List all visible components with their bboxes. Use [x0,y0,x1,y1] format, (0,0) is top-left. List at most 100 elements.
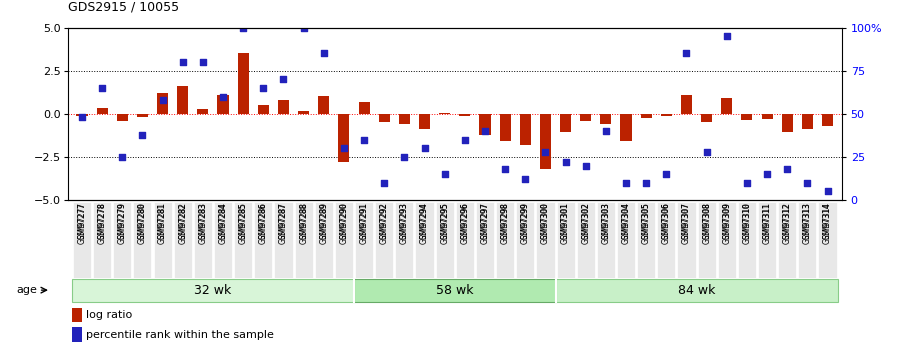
Text: GSM97301: GSM97301 [561,203,570,244]
FancyBboxPatch shape [315,201,333,278]
Bar [681,95,692,114]
FancyBboxPatch shape [738,201,756,278]
Point [558,159,573,165]
Text: GSM97290: GSM97290 [339,201,348,239]
Point [276,77,291,82]
Text: GSM97291: GSM97291 [359,203,368,244]
Point [538,149,553,155]
FancyBboxPatch shape [557,201,575,278]
Bar [197,109,208,114]
Point [619,180,634,186]
Text: GSM97307: GSM97307 [682,201,691,239]
FancyBboxPatch shape [254,201,272,278]
Text: GSM97310: GSM97310 [742,203,751,244]
Point [215,94,230,99]
Text: 84 wk: 84 wk [678,284,715,297]
FancyBboxPatch shape [576,201,595,278]
Point [498,166,512,172]
Bar [621,114,632,141]
FancyBboxPatch shape [395,201,414,278]
Point [800,180,814,186]
Bar [580,114,591,121]
Text: GSM97291: GSM97291 [359,201,368,239]
Text: GSM97297: GSM97297 [481,203,490,244]
Point [659,171,673,177]
Text: GSM97278: GSM97278 [98,201,107,239]
Text: GSM97290: GSM97290 [339,203,348,244]
Text: GSM97308: GSM97308 [702,201,711,239]
Bar [117,114,128,121]
Text: log ratio: log ratio [87,310,133,320]
Text: GSM97277: GSM97277 [78,201,87,239]
Bar [600,114,612,124]
Text: GSM97293: GSM97293 [400,201,409,239]
Text: GSM97279: GSM97279 [118,201,127,239]
Text: GSM97278: GSM97278 [98,203,107,244]
FancyBboxPatch shape [456,201,474,278]
FancyBboxPatch shape [294,201,313,278]
Bar [661,114,672,116]
Text: GSM97286: GSM97286 [259,201,268,239]
FancyBboxPatch shape [174,201,192,278]
Point [256,85,271,91]
Point [135,132,149,137]
FancyBboxPatch shape [133,201,151,278]
FancyBboxPatch shape [818,201,836,278]
Text: GSM97280: GSM97280 [138,203,147,244]
Point [75,115,90,120]
Point [317,51,331,56]
Bar [802,114,813,129]
Bar [238,53,249,114]
Point [458,137,472,142]
Point [297,25,311,30]
Point [156,97,170,103]
Point [578,163,593,168]
FancyBboxPatch shape [355,201,373,278]
Text: GSM97282: GSM97282 [178,201,187,239]
Bar [741,114,752,120]
Text: GSM97279: GSM97279 [118,203,127,244]
Text: GSM97281: GSM97281 [158,203,167,244]
Text: GSM97302: GSM97302 [581,201,590,239]
Point [176,59,190,65]
Text: GSM97313: GSM97313 [803,201,812,239]
Point [417,146,432,151]
Bar [177,86,188,114]
Point [115,154,129,160]
Bar [560,114,571,132]
Text: GSM97287: GSM97287 [279,203,288,244]
Point [700,149,714,155]
FancyBboxPatch shape [778,201,796,278]
Bar [519,114,531,145]
Text: GSM97309: GSM97309 [722,203,731,244]
Point [95,85,110,91]
FancyBboxPatch shape [596,201,615,278]
Text: GSM97312: GSM97312 [783,203,792,244]
Text: GSM97304: GSM97304 [622,203,631,244]
Bar [217,95,229,114]
Point [739,180,754,186]
Point [598,128,613,134]
Bar [500,114,510,141]
Bar [71,308,81,322]
FancyBboxPatch shape [194,201,212,278]
Bar [157,93,168,114]
Text: GSM97314: GSM97314 [823,203,832,244]
Bar [419,114,430,129]
Text: GSM97313: GSM97313 [803,203,812,244]
FancyBboxPatch shape [516,201,534,278]
Text: GSM97294: GSM97294 [420,201,429,239]
FancyBboxPatch shape [93,201,111,278]
Bar [480,114,491,135]
Point [820,189,834,194]
FancyBboxPatch shape [274,201,292,278]
Text: GSM97300: GSM97300 [541,201,550,239]
Bar [822,114,834,126]
Text: GSM97310: GSM97310 [742,201,751,239]
Point [397,154,412,160]
Text: GSM97296: GSM97296 [461,203,470,244]
Bar [278,100,289,114]
Text: GDS2915 / 10055: GDS2915 / 10055 [68,1,179,14]
FancyBboxPatch shape [657,201,675,278]
Bar [338,114,349,162]
